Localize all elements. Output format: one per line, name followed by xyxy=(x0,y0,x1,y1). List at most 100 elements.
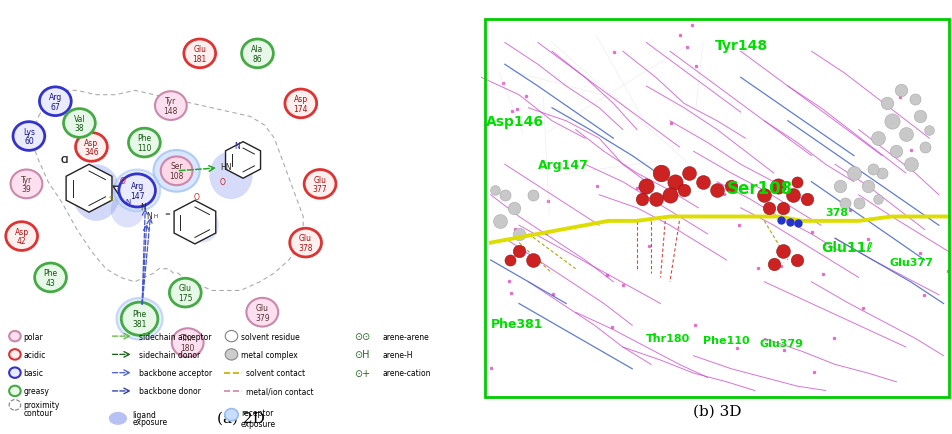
Text: metal complex: metal complex xyxy=(241,350,298,359)
Text: backbone acceptor: backbone acceptor xyxy=(138,368,211,377)
Text: Ser108: Ser108 xyxy=(725,180,792,198)
Text: ligand: ligand xyxy=(132,410,156,419)
Text: Val
38: Val 38 xyxy=(73,115,85,133)
Circle shape xyxy=(75,133,108,162)
Circle shape xyxy=(129,129,160,158)
Text: contour: contour xyxy=(24,408,53,417)
Circle shape xyxy=(285,90,316,118)
Text: O: O xyxy=(219,178,225,187)
Text: exposure: exposure xyxy=(132,418,168,427)
Circle shape xyxy=(39,88,71,116)
Text: Tyr148: Tyr148 xyxy=(714,39,767,53)
Text: Phe
110: Phe 110 xyxy=(137,134,151,152)
Circle shape xyxy=(6,222,37,251)
Text: solvent residue: solvent residue xyxy=(241,332,300,341)
Text: Arg
147: Arg 147 xyxy=(129,182,145,200)
Circle shape xyxy=(13,122,45,151)
Text: O: O xyxy=(193,193,199,202)
Circle shape xyxy=(10,349,21,360)
Text: Phe381: Phe381 xyxy=(490,317,543,330)
Text: sidechain acceptor: sidechain acceptor xyxy=(138,332,211,341)
Text: sidechain donor: sidechain donor xyxy=(138,350,200,359)
Text: 378: 378 xyxy=(824,208,848,217)
Text: proximity: proximity xyxy=(24,401,60,409)
Text: solvent contact: solvent contact xyxy=(246,368,305,377)
Text: Ala
86: Ala 86 xyxy=(251,45,264,63)
Circle shape xyxy=(225,331,237,342)
Text: Glu
181: Glu 181 xyxy=(192,45,207,63)
Polygon shape xyxy=(226,142,260,179)
Text: (a) 2D: (a) 2D xyxy=(216,411,265,424)
Text: arene-cation: arene-cation xyxy=(382,368,430,377)
Ellipse shape xyxy=(185,208,219,243)
Polygon shape xyxy=(174,201,215,244)
Text: Phe110: Phe110 xyxy=(703,336,749,345)
Text: (b) 3D: (b) 3D xyxy=(692,404,741,418)
Circle shape xyxy=(116,298,163,340)
Text: basic: basic xyxy=(24,368,44,377)
Text: Thr
180: Thr 180 xyxy=(180,334,194,352)
Circle shape xyxy=(242,40,273,69)
Text: O: O xyxy=(120,177,126,186)
Circle shape xyxy=(169,279,201,307)
Text: N: N xyxy=(140,203,147,211)
Circle shape xyxy=(10,331,21,342)
Circle shape xyxy=(161,157,192,186)
Text: Glu
377: Glu 377 xyxy=(312,175,327,194)
Text: exposure: exposure xyxy=(241,419,276,428)
Ellipse shape xyxy=(109,412,127,425)
Text: =: = xyxy=(164,210,169,217)
Text: Thr180: Thr180 xyxy=(645,334,690,343)
Circle shape xyxy=(155,92,187,121)
Text: Phe
381: Phe 381 xyxy=(132,310,147,328)
Text: H: H xyxy=(153,214,157,219)
Text: backbone donor: backbone donor xyxy=(138,387,200,395)
Text: Asp146: Asp146 xyxy=(486,115,544,128)
Circle shape xyxy=(184,40,215,69)
Circle shape xyxy=(10,170,42,199)
Ellipse shape xyxy=(110,193,145,228)
Ellipse shape xyxy=(72,165,120,221)
Circle shape xyxy=(153,151,200,192)
Ellipse shape xyxy=(209,152,252,200)
Circle shape xyxy=(114,170,160,212)
Text: arene-arene: arene-arene xyxy=(382,332,429,341)
Circle shape xyxy=(10,400,21,410)
Circle shape xyxy=(34,263,67,292)
Text: ⊙+: ⊙+ xyxy=(353,368,369,378)
Text: Glu377: Glu377 xyxy=(888,258,932,267)
Text: Glu379: Glu379 xyxy=(759,338,803,348)
Polygon shape xyxy=(66,165,111,213)
Text: Arg
67: Arg 67 xyxy=(49,93,62,111)
Text: Phe
43: Phe 43 xyxy=(44,269,57,287)
Circle shape xyxy=(304,170,335,199)
Text: N: N xyxy=(147,211,152,220)
Text: Glu
378: Glu 378 xyxy=(298,234,312,252)
Text: Lys
60: Lys 60 xyxy=(23,128,35,146)
Text: Asp
346: Asp 346 xyxy=(84,138,99,157)
Text: N: N xyxy=(234,141,240,150)
Text: arene-H: arene-H xyxy=(382,350,412,359)
Text: Arg147: Arg147 xyxy=(537,158,588,171)
Circle shape xyxy=(289,229,321,257)
Text: metal/ion contact: metal/ion contact xyxy=(246,387,313,395)
Circle shape xyxy=(247,298,278,327)
Circle shape xyxy=(121,302,158,335)
Text: Glu11ℓ: Glu11ℓ xyxy=(820,240,872,254)
Text: Asp
174: Asp 174 xyxy=(293,95,307,113)
Text: polar: polar xyxy=(24,332,43,341)
Circle shape xyxy=(10,368,21,378)
Text: Tyr
39: Tyr 39 xyxy=(21,175,32,194)
Text: Ser
108: Ser 108 xyxy=(169,162,184,181)
Text: ⊙⊙: ⊙⊙ xyxy=(353,332,369,341)
Text: receptor: receptor xyxy=(241,408,273,418)
Circle shape xyxy=(225,349,237,360)
Circle shape xyxy=(171,329,204,357)
Text: Glu
379: Glu 379 xyxy=(255,303,269,322)
Circle shape xyxy=(10,386,21,396)
Text: HN: HN xyxy=(220,163,231,171)
Text: S: S xyxy=(109,195,112,201)
Text: Asp
42: Asp 42 xyxy=(14,227,29,246)
Circle shape xyxy=(64,109,95,138)
Circle shape xyxy=(225,409,238,421)
